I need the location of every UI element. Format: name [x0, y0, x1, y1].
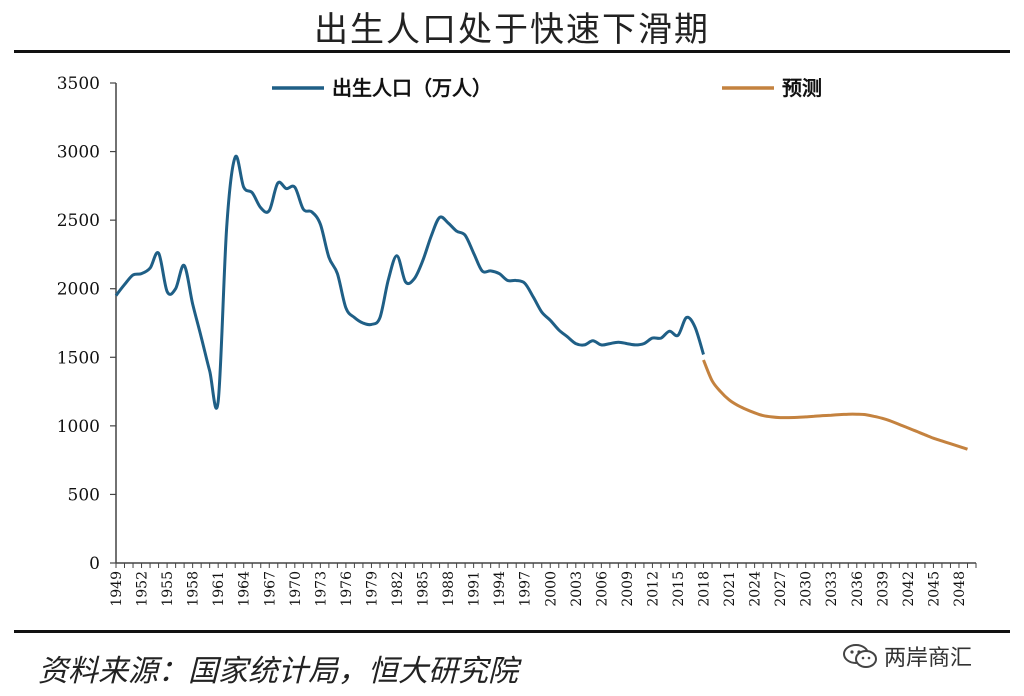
x-tick-label: 2021	[722, 571, 738, 607]
x-tick-label: 2045	[926, 571, 942, 607]
watermark-text: 两岸商汇	[884, 646, 973, 671]
legend-label-actual: 出生人口（万人）	[332, 76, 492, 100]
x-tick-label: 2030	[799, 571, 815, 607]
x-tick-label: 2033	[824, 571, 840, 607]
x-tick-label: 1958	[186, 571, 202, 607]
x-tick-label: 1982	[390, 571, 406, 607]
x-tick-label: 1988	[441, 571, 457, 607]
y-tick-label: 3000	[57, 143, 100, 163]
x-tick-label: 1985	[416, 571, 432, 607]
chart-title: 出生人口处于快速下滑期	[314, 10, 710, 50]
series-lines	[114, 154, 969, 451]
x-tick-label: 1961	[211, 571, 227, 607]
x-tick-label: 2039	[875, 571, 891, 607]
x-tick-label: 2042	[901, 571, 917, 607]
x-axis: 1949 1952 1955 1958 1961 1964 1967 1970 1973 1976…	[109, 562, 977, 607]
x-tick-label: 2024	[748, 571, 764, 607]
wechat-icon	[843, 644, 877, 668]
x-tick-label: 1979	[364, 571, 380, 607]
y-tick-label: 0	[89, 554, 100, 574]
x-tick-label: 1949	[109, 571, 125, 607]
x-tick-label: 2009	[620, 571, 636, 607]
x-tick-label: 2027	[773, 571, 789, 607]
x-tick-label: 1970	[288, 571, 304, 607]
x-tick-label: 2012	[645, 571, 661, 607]
x-tick-label: 1976	[339, 571, 355, 607]
x-tick-label: 1973	[313, 571, 329, 607]
x-tick-label: 1952	[135, 571, 151, 607]
x-tick-label: 1994	[492, 571, 508, 607]
birth-population-line-chart: 0 500 1000 1500 2000 2500 3000 3500 1949 1952 195…	[57, 74, 977, 607]
x-tick-label: 2048	[952, 571, 968, 607]
y-tick-label: 2500	[57, 211, 100, 231]
x-tick-label: 1967	[262, 571, 278, 607]
x-tick-label: 2015	[671, 571, 687, 607]
series-line-forecast	[702, 359, 969, 451]
x-tick-label: 2000	[543, 571, 559, 607]
y-tick-label: 1500	[57, 348, 100, 368]
x-tick-label: 2036	[850, 571, 866, 607]
y-axis: 0 500 1000 1500 2000 2500 3000 3500	[57, 74, 117, 574]
x-tick-label: 2018	[697, 571, 713, 607]
bottom-divider	[14, 630, 1010, 633]
y-tick-label: 1000	[57, 417, 100, 437]
legend: 出生人口（万人） 预测	[272, 76, 822, 100]
series-line-actual	[114, 154, 705, 410]
legend-label-forecast: 预测	[782, 76, 822, 100]
x-tick-label: 1997	[518, 571, 534, 607]
x-tick-label: 2006	[594, 571, 610, 607]
y-tick-label: 500	[68, 485, 100, 505]
y-tick-label: 2000	[57, 280, 100, 300]
x-tick-label: 1991	[467, 571, 483, 607]
y-tick-label: 3500	[57, 74, 100, 94]
x-tick-label: 1955	[160, 571, 176, 607]
x-tick-label: 1964	[237, 571, 253, 607]
top-divider	[14, 50, 1010, 53]
watermark: 两岸商汇	[842, 640, 972, 672]
x-tick-label: 2003	[569, 571, 585, 607]
source-note: 资料来源：国家统计局，恒大研究院	[38, 654, 518, 689]
